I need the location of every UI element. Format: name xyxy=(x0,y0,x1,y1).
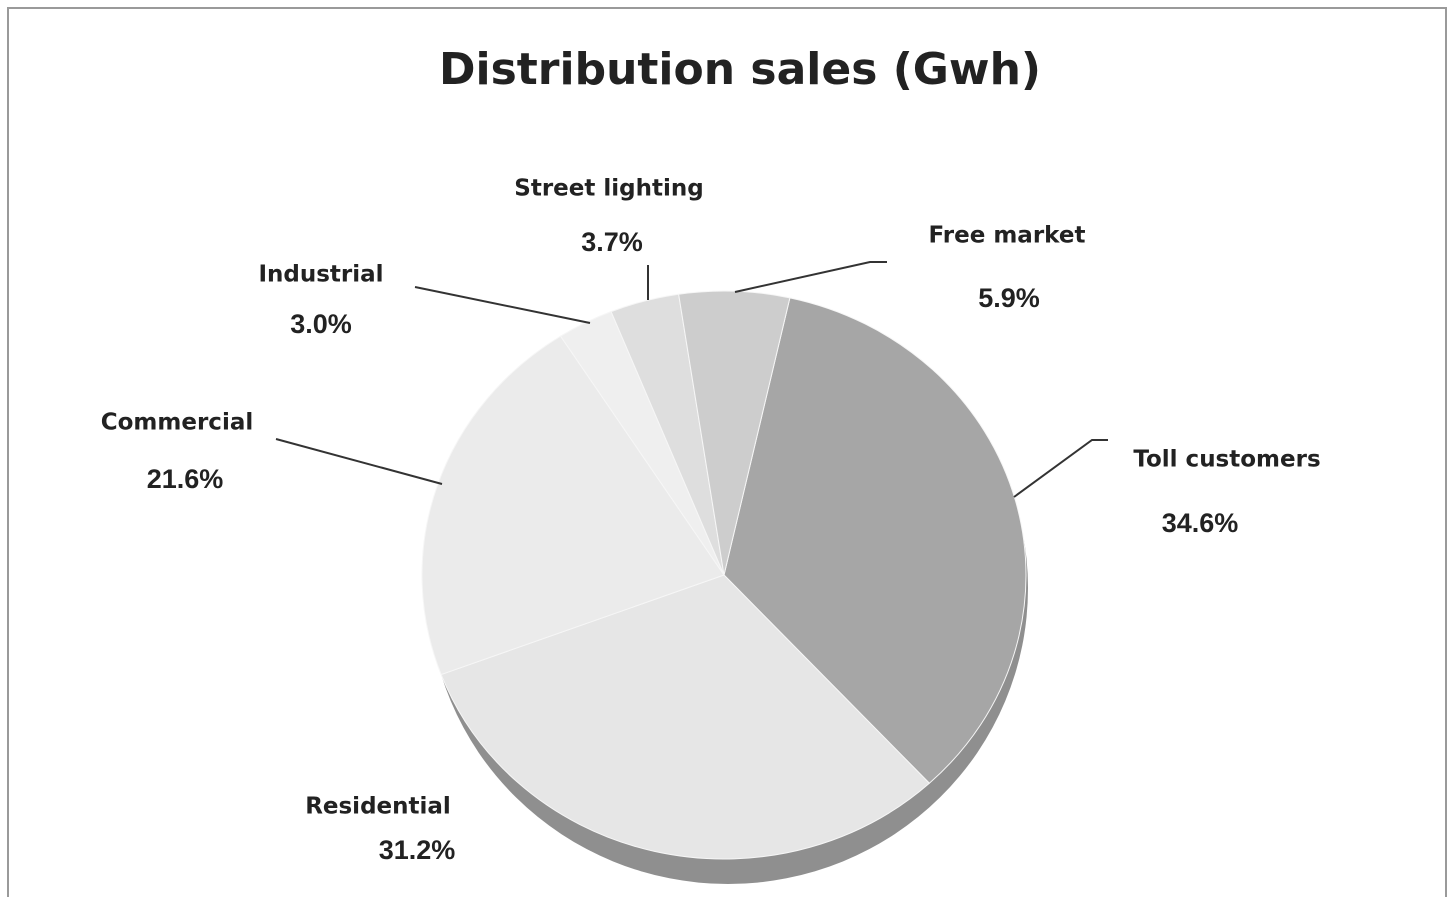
slice-label: Street lighting xyxy=(514,176,703,202)
frame xyxy=(7,7,1447,897)
pie-slice xyxy=(678,290,791,576)
slice-label: Toll customers xyxy=(1133,447,1320,473)
chart-title: Distribution sales (Gwh) xyxy=(439,44,1041,95)
pie-slice xyxy=(723,297,1027,784)
slice-label: Industrial xyxy=(258,262,383,288)
value-label: 21.6% xyxy=(147,464,224,494)
pie-slice xyxy=(440,574,931,860)
leader-line xyxy=(734,261,887,293)
value-label: 31.2% xyxy=(379,835,456,865)
slice-label: Free market xyxy=(929,223,1086,249)
value-label: 5.9% xyxy=(978,283,1040,313)
leader-line xyxy=(414,286,591,324)
leader-lines xyxy=(275,261,1108,498)
value-label: 34.6% xyxy=(1162,508,1239,538)
slice-label: Residential xyxy=(305,794,451,820)
slice-label: Commercial xyxy=(101,410,253,436)
pie-slice xyxy=(421,335,725,676)
leader-line xyxy=(1013,439,1108,498)
value-label: 3.0% xyxy=(290,309,352,339)
leader-line xyxy=(275,438,443,485)
value-label: 3.7% xyxy=(581,227,643,257)
